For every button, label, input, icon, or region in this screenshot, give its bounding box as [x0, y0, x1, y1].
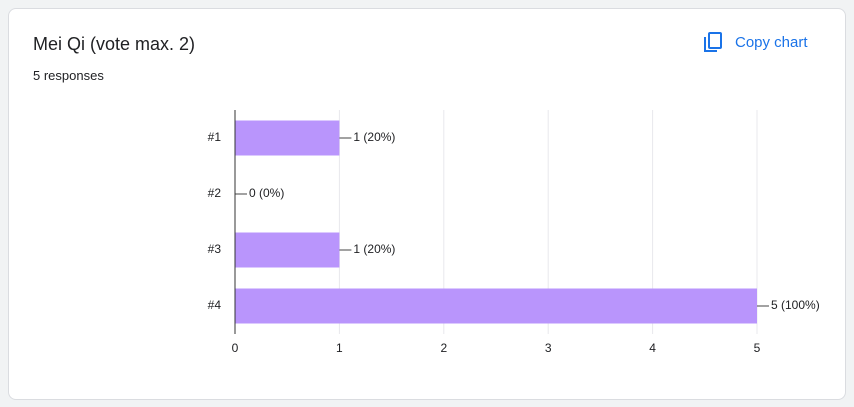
- copy-chart-button[interactable]: Copy chart: [703, 31, 808, 53]
- x-tick-label: 3: [545, 341, 552, 355]
- response-count: 5 responses: [33, 68, 104, 83]
- value-label: 0 (0%): [249, 186, 284, 200]
- x-tick-label: 2: [440, 341, 447, 355]
- y-tick-label: #2: [208, 186, 222, 200]
- copy-chart-label[interactable]: Copy chart: [735, 33, 808, 51]
- chart: 0 1 2 3 4 5 #1 1 (20%) #2 0 (0%) #3 1 (20%) #4 5 (100…: [208, 110, 820, 355]
- x-tick-label: 4: [649, 341, 656, 355]
- chart-card: Mei Qi (vote max. 2) 5 responses Copy ch…: [8, 8, 846, 400]
- value-label: 1 (20%): [353, 242, 395, 256]
- x-tick-label: 0: [232, 341, 239, 355]
- bar: [235, 232, 340, 268]
- y-tick-label: #4: [208, 298, 222, 312]
- question-title: Mei Qi (vote max. 2): [33, 34, 196, 54]
- copy-icon: [704, 32, 722, 52]
- bar: [235, 120, 340, 156]
- x-tick-label: 1: [336, 341, 343, 355]
- x-tick-label: 5: [754, 341, 761, 355]
- y-tick-label: #3: [208, 242, 222, 256]
- value-label: 1 (20%): [353, 130, 395, 144]
- value-label: 5 (100%): [771, 298, 820, 312]
- y-tick-label: #1: [208, 130, 222, 144]
- bar: [235, 288, 757, 324]
